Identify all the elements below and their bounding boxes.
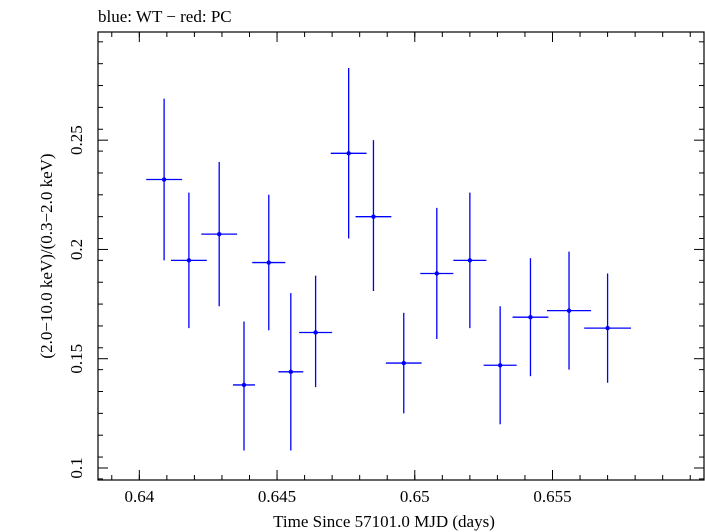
data-point: [453, 192, 487, 329]
plot-frame: [97, 31, 705, 481]
data-marker: [434, 271, 440, 276]
data-points: [146, 68, 632, 451]
y-axis-label: (2.0−10.0 keV)/(0.3−2.0 keV): [37, 153, 56, 358]
data-point: [512, 258, 549, 377]
data-marker: [241, 382, 247, 388]
data-point: [232, 321, 256, 451]
data-point: [252, 194, 286, 331]
data-marker: [313, 330, 318, 335]
y-axis: 0.1 0.15 0.2 0.25: [67, 41, 704, 480]
data-point: [278, 293, 304, 451]
data-point: [299, 275, 333, 388]
data-point: [355, 140, 392, 291]
data-marker: [266, 260, 271, 265]
data-point: [385, 312, 422, 414]
data-point: [170, 192, 207, 329]
data-point: [420, 207, 454, 340]
data-marker: [371, 214, 376, 219]
data-marker: [528, 314, 533, 320]
x-tick-label: 0.645: [258, 487, 296, 506]
data-point: [546, 251, 592, 370]
x-tick-label: 0.65: [400, 487, 430, 506]
data-marker: [217, 231, 222, 237]
chart-title: blue: WT − red: PC: [98, 7, 232, 26]
data-marker: [605, 325, 610, 331]
data-point: [483, 306, 517, 425]
data-marker: [161, 177, 167, 182]
y-tick-label: 0.15: [67, 344, 86, 374]
x-tick-label: 0.655: [533, 487, 571, 506]
data-marker: [467, 258, 473, 263]
x-axis-label: Time Since 57101.0 MJD (days): [273, 512, 495, 531]
data-marker: [186, 258, 192, 263]
data-marker: [401, 360, 406, 366]
y-tick-label: 0.1: [67, 457, 86, 478]
x-axis: 0.64 0.645 0.65 0.655: [111, 32, 691, 506]
data-marker: [288, 369, 294, 375]
y-tick-label: 0.25: [67, 125, 86, 155]
data-marker: [566, 308, 572, 313]
data-point: [201, 162, 238, 307]
x-tick-label: 0.64: [124, 487, 154, 506]
data-point: [146, 98, 183, 261]
data-marker: [497, 363, 503, 368]
data-marker: [346, 151, 351, 156]
data-point: [330, 68, 367, 239]
data-point: [584, 273, 632, 383]
y-tick-label: 0.2: [67, 239, 86, 260]
